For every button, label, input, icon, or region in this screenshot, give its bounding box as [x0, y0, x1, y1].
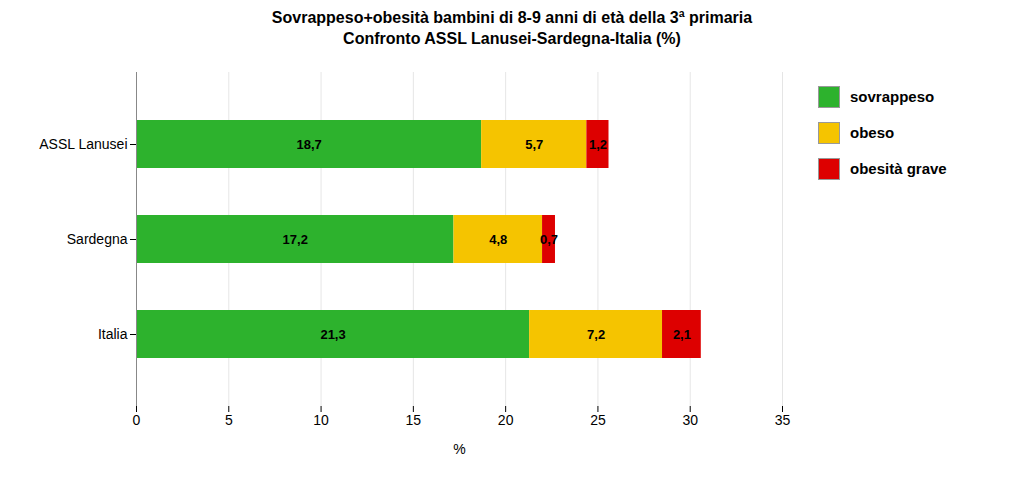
svg-text:7,2: 7,2	[587, 326, 605, 341]
svg-text:15: 15	[406, 412, 422, 428]
svg-text:5: 5	[225, 412, 233, 428]
html-text:Sovrappeso+obesità bambini di: Sovrappeso+obesità bambini di 8-9 anni d…	[271, 9, 753, 26]
svg-text:21,3: 21,3	[320, 326, 345, 341]
svg-text:25: 25	[590, 412, 606, 428]
svg-text:2,1: 2,1	[673, 326, 691, 341]
svg-text:%: %	[453, 440, 465, 456]
svg-text:20: 20	[498, 412, 514, 428]
html-text:sovrappeso: sovrappeso	[850, 88, 935, 106]
svg-text:1,2: 1,2	[589, 136, 607, 151]
svg-text:4,8: 4,8	[489, 231, 507, 246]
svg-text:10: 10	[313, 412, 329, 428]
svg-text:30: 30	[682, 412, 698, 428]
html-text:obeso: obeso	[850, 124, 895, 142]
svg-text:0,7: 0,7	[540, 231, 558, 246]
svg-text:Italia: Italia	[98, 326, 128, 342]
svg-text:Sardegna: Sardegna	[67, 231, 128, 247]
svg-text:5,7: 5,7	[525, 136, 543, 151]
html-text:Confronto ASSL Lanusei-Sardegn: Confronto ASSL Lanusei-Sardegna-Italia (…	[343, 29, 681, 47]
svg-text:35: 35	[775, 412, 791, 428]
svg-text:17,2: 17,2	[283, 231, 308, 246]
html-text:obesità grave: obesità grave	[850, 160, 947, 178]
svg-text:18,7: 18,7	[296, 136, 321, 151]
svg-text:ASSL Lanusei: ASSL Lanusei	[39, 136, 127, 152]
svg-text:0: 0	[133, 412, 141, 428]
